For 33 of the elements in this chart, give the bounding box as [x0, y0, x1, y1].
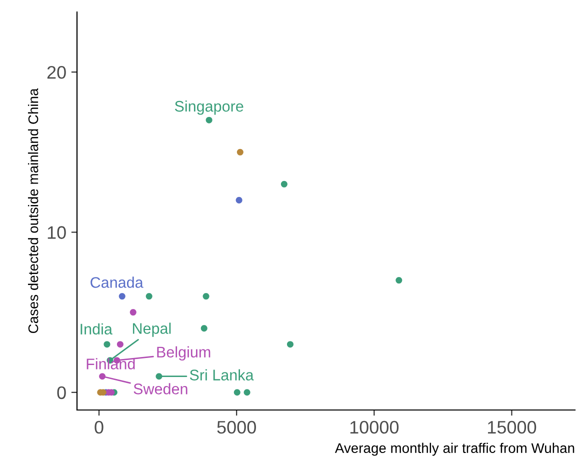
x-tick-label: 0: [94, 420, 104, 434]
annotation: Belgium: [157, 346, 210, 361]
x-tick-label: 10000: [350, 420, 399, 434]
x-axis-title: Average monthly air traffic from Wuhan: [334, 442, 574, 456]
point: [104, 341, 110, 348]
point: [130, 309, 136, 316]
point: [202, 293, 210, 300]
annotation: Singapore: [174, 100, 244, 115]
y-tick-label: 10: [48, 226, 66, 239]
point: [396, 277, 402, 284]
annotation: India: [80, 323, 112, 335]
point: [236, 148, 244, 156]
point: [156, 373, 162, 380]
y-tick-label: 20: [47, 66, 66, 79]
annotation: Canada: [90, 276, 144, 288]
point: [280, 180, 288, 188]
annotation: Sri Lanka: [190, 369, 254, 380]
point: [236, 196, 242, 204]
x-tick-label: 15000: [488, 420, 536, 434]
point: [116, 341, 124, 348]
point: [200, 325, 208, 332]
point: [206, 116, 212, 124]
point: [99, 373, 106, 380]
y-tick-label: 0: [57, 386, 66, 400]
point: [146, 293, 152, 300]
point: [244, 389, 250, 396]
point: [118, 293, 126, 300]
annotation: Sweden: [134, 383, 188, 394]
y-axis-title: Cases detected outside mainland China: [28, 88, 38, 334]
point: [234, 389, 240, 396]
annotation: Nepal: [132, 322, 171, 337]
x-tick-label: 5000: [217, 420, 256, 434]
point: [286, 341, 294, 348]
